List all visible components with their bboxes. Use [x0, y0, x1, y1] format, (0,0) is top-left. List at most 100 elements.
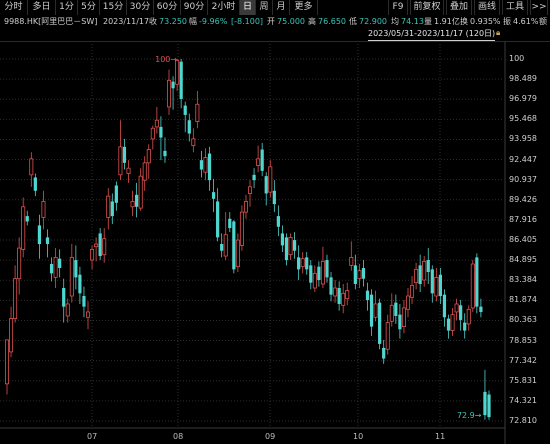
avg-label: 均 — [391, 17, 399, 26]
min-price-marker: 72.9→ — [457, 411, 482, 420]
candle — [401, 299, 406, 334]
candle — [232, 220, 236, 274]
change-pct: -9.96% — [199, 17, 228, 26]
candle — [239, 205, 244, 251]
tab-period-11[interactable]: 月 — [273, 0, 290, 15]
tab-period-6[interactable]: 60分 — [154, 0, 181, 15]
candle — [426, 248, 430, 285]
candle — [418, 254, 422, 292]
candle — [159, 116, 163, 161]
tab-period-5[interactable]: 30分 — [127, 0, 154, 15]
candle-body — [398, 314, 402, 330]
candle — [29, 152, 34, 187]
candle-body — [142, 162, 147, 181]
tab-period-12[interactable]: 更多 — [290, 0, 318, 15]
candle — [5, 339, 10, 395]
tab-period-7[interactable]: 90分 — [181, 0, 208, 15]
high-value: 76.650 — [318, 17, 346, 26]
y-tick-label: 100 — [509, 54, 525, 63]
candle — [98, 228, 102, 261]
candle-body — [135, 194, 139, 207]
lock-icon[interactable]: 🔒︎ — [496, 28, 501, 37]
candle-body — [276, 216, 280, 227]
candle — [62, 278, 66, 323]
candle — [317, 261, 321, 287]
x-tick-label: 10 — [353, 432, 364, 441]
candle-body — [345, 290, 350, 300]
candle-body — [179, 61, 183, 99]
date-range-selector[interactable]: 2023/05/31-2023/11/17 (120日) — [368, 28, 496, 41]
candle — [114, 181, 118, 211]
toolbar-right-5[interactable]: >> — [530, 0, 548, 15]
candle-body — [122, 146, 127, 163]
candle — [470, 260, 475, 312]
candle-body — [288, 237, 293, 256]
candle-body — [378, 302, 382, 344]
candle-body — [175, 59, 180, 85]
candle-body — [98, 233, 102, 257]
x-tick-label: 07 — [87, 432, 98, 441]
candle — [142, 156, 147, 191]
toolbar-right-3[interactable]: 画线 — [474, 0, 500, 15]
candle — [487, 390, 491, 420]
candle — [268, 160, 273, 198]
candle — [382, 339, 386, 364]
candle-body — [418, 265, 422, 285]
candle-body — [414, 268, 419, 284]
tab-period-3[interactable]: 5分 — [78, 0, 100, 15]
candle — [118, 120, 123, 181]
candle — [337, 281, 341, 311]
candlestick-chart[interactable]: 100→ 72.9→ — [0, 42, 550, 444]
tab-period-2[interactable]: 1分 — [56, 0, 78, 15]
candle — [276, 205, 280, 237]
tab-period-4[interactable]: 15分 — [100, 0, 127, 15]
toolbar-right-0[interactable]: F9 — [388, 0, 408, 15]
candle-body — [159, 126, 163, 138]
candle-body — [211, 192, 216, 199]
turnover-label: 换 — [460, 17, 468, 26]
candle-body — [389, 304, 394, 322]
candle-body — [53, 256, 58, 278]
candle-body — [74, 260, 78, 278]
candle — [223, 212, 228, 261]
candle — [33, 173, 37, 197]
candle-body — [264, 176, 268, 194]
amount-label: 额 — [539, 17, 547, 26]
tab-period-1[interactable]: 多日 — [28, 0, 56, 15]
candle — [65, 298, 70, 323]
candle — [349, 241, 354, 271]
candle — [414, 262, 419, 290]
candle — [345, 282, 350, 306]
candle-body — [385, 322, 390, 350]
open-value: 75.000 — [277, 17, 305, 26]
y-tick-label: 98.489 — [509, 74, 537, 84]
toolbar-right-1[interactable]: 前复权 — [410, 0, 444, 15]
toolbar-right-4[interactable]: 工具 — [502, 0, 528, 15]
candle — [466, 305, 471, 331]
candle — [21, 197, 26, 258]
y-tick-label: 77.342 — [509, 355, 537, 365]
candle-body — [239, 211, 244, 246]
y-tick-label: 74.321 — [509, 395, 537, 405]
candle — [220, 233, 224, 258]
candle-body — [422, 260, 427, 281]
tab-period-9[interactable]: 日 — [240, 0, 256, 15]
candle — [405, 287, 410, 318]
candle — [122, 138, 127, 170]
candle — [41, 190, 46, 230]
tab-period-0[interactable]: 分时 — [0, 0, 28, 15]
candle-body — [232, 221, 236, 270]
candle — [284, 233, 289, 266]
candle-body — [466, 308, 471, 325]
candle — [305, 252, 309, 275]
candle — [260, 142, 264, 177]
candle-body — [106, 195, 111, 218]
y-tick-label: 87.916 — [509, 214, 537, 224]
candle — [179, 59, 183, 109]
tab-period-10[interactable]: 周 — [256, 0, 273, 15]
candle-body — [171, 81, 175, 89]
candle-body — [17, 247, 22, 280]
y-tick-label: 83.384 — [509, 275, 537, 285]
toolbar-right-2[interactable]: 叠加 — [446, 0, 472, 15]
tab-period-8[interactable]: 2小时 — [208, 0, 240, 15]
